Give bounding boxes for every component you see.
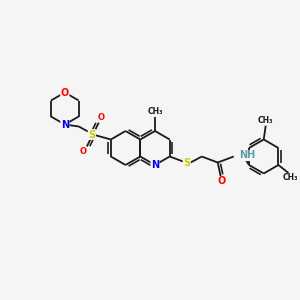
Text: O: O	[61, 88, 69, 98]
Text: S: S	[183, 158, 190, 167]
Text: O: O	[79, 147, 86, 156]
Text: N: N	[151, 160, 159, 170]
Text: N: N	[61, 119, 69, 130]
Text: S: S	[88, 130, 95, 140]
Text: CH₃: CH₃	[258, 116, 274, 125]
Text: O: O	[218, 176, 226, 187]
Text: NH: NH	[239, 151, 255, 160]
Text: CH₃: CH₃	[283, 173, 298, 182]
Text: CH₃: CH₃	[147, 107, 163, 116]
Text: O: O	[97, 113, 104, 122]
